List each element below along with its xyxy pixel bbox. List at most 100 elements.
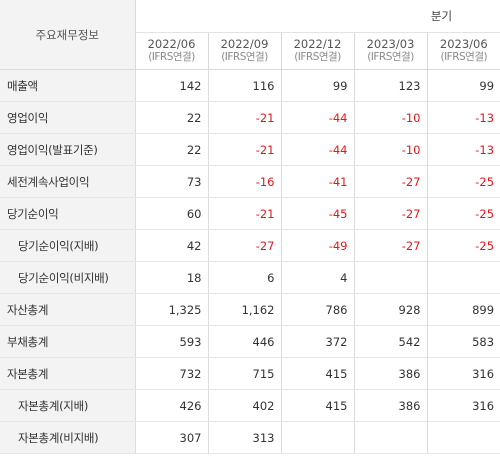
value-cell bbox=[353, 421, 427, 454]
period-basis: (IFRS연결) bbox=[221, 51, 268, 63]
row-label: 부채총계 bbox=[0, 325, 135, 358]
value-cell: 22 bbox=[134, 133, 208, 166]
value-cell: -25 bbox=[426, 229, 500, 262]
value-cell: 123 bbox=[353, 69, 427, 102]
value-cell: 386 bbox=[353, 389, 427, 422]
value-cell bbox=[280, 421, 354, 454]
row-label: 매출액 bbox=[0, 69, 135, 102]
value-cell bbox=[353, 261, 427, 294]
period-date: 2022/09 bbox=[220, 37, 269, 51]
row-label: 당기순이익 bbox=[0, 197, 135, 230]
value-cell: -10 bbox=[353, 101, 427, 134]
table-header: 주요재무정보 분기 2022/06 (IFRS연결) 2022/09 (IFRS연결)… bbox=[0, 0, 500, 70]
value-cell: -21 bbox=[207, 133, 281, 166]
value-cell: 786 bbox=[280, 293, 354, 326]
row-label: 영업이익 bbox=[0, 101, 135, 134]
table-row: 자본총계(지배) 426 402 415 386 316 bbox=[0, 389, 500, 422]
table-row: 자본총계 732 715 415 386 316 bbox=[0, 357, 500, 390]
row-label: 자본총계(비지배) bbox=[0, 421, 135, 454]
period-date: 2023/03 bbox=[366, 37, 415, 51]
table-row: 당기순이익 60 -21 -45 -27 -25 bbox=[0, 197, 500, 230]
value-cell: 142 bbox=[134, 69, 208, 102]
value-cell: 415 bbox=[280, 389, 354, 422]
table-row: 부채총계 593 446 372 542 583 bbox=[0, 325, 500, 358]
value-cell: -41 bbox=[280, 165, 354, 198]
value-cell: -16 bbox=[207, 165, 281, 198]
value-cell: -27 bbox=[353, 165, 427, 198]
value-cell: -44 bbox=[280, 133, 354, 166]
value-cell: 899 bbox=[426, 293, 500, 326]
row-label: 자본총계(지배) bbox=[0, 389, 135, 422]
value-cell bbox=[426, 421, 500, 454]
value-cell: -27 bbox=[353, 229, 427, 262]
value-cell: 386 bbox=[353, 357, 427, 390]
table-body: 매출액 142 116 99 123 99 영업이익 22 -21 -44 -10 -13 영업이익(발… bbox=[0, 69, 500, 454]
value-cell: 593 bbox=[134, 325, 208, 358]
value-cell: 426 bbox=[134, 389, 208, 422]
table-row: 세전계속사업이익 73 -16 -41 -27 -25 bbox=[0, 165, 500, 198]
table-row: 당기순이익(지배) 42 -27 -49 -27 -25 bbox=[0, 229, 500, 262]
value-cell: 99 bbox=[280, 69, 354, 102]
header-row-group: 주요재무정보 분기 bbox=[0, 0, 500, 70]
period-basis: (IFRS연결) bbox=[294, 51, 341, 63]
value-cell: 732 bbox=[134, 357, 208, 390]
table-row: 영업이익 22 -21 -44 -10 -13 bbox=[0, 101, 500, 134]
value-cell: -49 bbox=[280, 229, 354, 262]
value-cell: 446 bbox=[207, 325, 281, 358]
value-cell: 928 bbox=[353, 293, 427, 326]
header-row-periods: 2022/06 (IFRS연결) 2022/09 (IFRS연결) 2022/12 (IF… bbox=[0, 32, 500, 70]
value-cell: -44 bbox=[280, 101, 354, 134]
value-cell: 4 bbox=[280, 261, 354, 294]
table-row: 매출액 142 116 99 123 99 bbox=[0, 69, 500, 102]
period-header: 2022/12 (IFRS연결) bbox=[280, 32, 354, 70]
period-header: 2023/03 (IFRS연결) bbox=[353, 32, 427, 70]
value-cell: -45 bbox=[280, 197, 354, 230]
period-header: 2022/06 (IFRS연결) bbox=[134, 32, 208, 70]
value-cell: 1,162 bbox=[207, 293, 281, 326]
value-cell: 542 bbox=[353, 325, 427, 358]
value-cell: -13 bbox=[426, 133, 500, 166]
value-cell: 307 bbox=[134, 421, 208, 454]
value-cell: -27 bbox=[207, 229, 281, 262]
period-date: 2022/12 bbox=[293, 37, 342, 51]
value-cell: -25 bbox=[426, 165, 500, 198]
value-cell: -13 bbox=[426, 101, 500, 134]
value-cell: 402 bbox=[207, 389, 281, 422]
value-cell: 116 bbox=[207, 69, 281, 102]
value-cell: 99 bbox=[426, 69, 500, 102]
period-header: 2023/06 (IFRS연결) bbox=[426, 32, 500, 70]
value-cell: 22 bbox=[134, 101, 208, 134]
period-basis: (IFRS연결) bbox=[367, 51, 414, 63]
value-cell: 42 bbox=[134, 229, 208, 262]
value-cell: 316 bbox=[426, 389, 500, 422]
row-label: 당기순이익(비지배) bbox=[0, 261, 135, 294]
value-cell: 1,325 bbox=[134, 293, 208, 326]
row-label: 자산총계 bbox=[0, 293, 135, 326]
value-cell: 715 bbox=[207, 357, 281, 390]
value-cell: 372 bbox=[280, 325, 354, 358]
value-cell: 73 bbox=[134, 165, 208, 198]
value-cell: -27 bbox=[353, 197, 427, 230]
value-cell: 18 bbox=[134, 261, 208, 294]
corner-header: 주요재무정보 bbox=[0, 0, 135, 70]
period-basis: (IFRS연결) bbox=[440, 51, 488, 63]
value-cell: -10 bbox=[353, 133, 427, 166]
value-cell: -25 bbox=[426, 197, 500, 230]
value-cell: 60 bbox=[134, 197, 208, 230]
period-group-header: 분기 bbox=[134, 0, 500, 33]
row-label: 영업이익(발표기준) bbox=[0, 133, 135, 166]
row-label: 세전계속사업이익 bbox=[0, 165, 135, 198]
table-row: 자본총계(비지배) 307 313 bbox=[0, 421, 500, 454]
period-header: 2022/09 (IFRS연결) bbox=[207, 32, 281, 70]
value-cell: 415 bbox=[280, 357, 354, 390]
table-row: 자산총계 1,325 1,162 786 928 899 bbox=[0, 293, 500, 326]
table-row: 당기순이익(비지배) 18 6 4 bbox=[0, 261, 500, 294]
row-label: 자본총계 bbox=[0, 357, 135, 390]
period-basis: (IFRS연결) bbox=[148, 51, 195, 63]
value-cell: 313 bbox=[207, 421, 281, 454]
value-cell: -21 bbox=[207, 101, 281, 134]
table-row: 영업이익(발표기준) 22 -21 -44 -10 -13 bbox=[0, 133, 500, 166]
value-cell bbox=[426, 261, 500, 294]
value-cell: -21 bbox=[207, 197, 281, 230]
